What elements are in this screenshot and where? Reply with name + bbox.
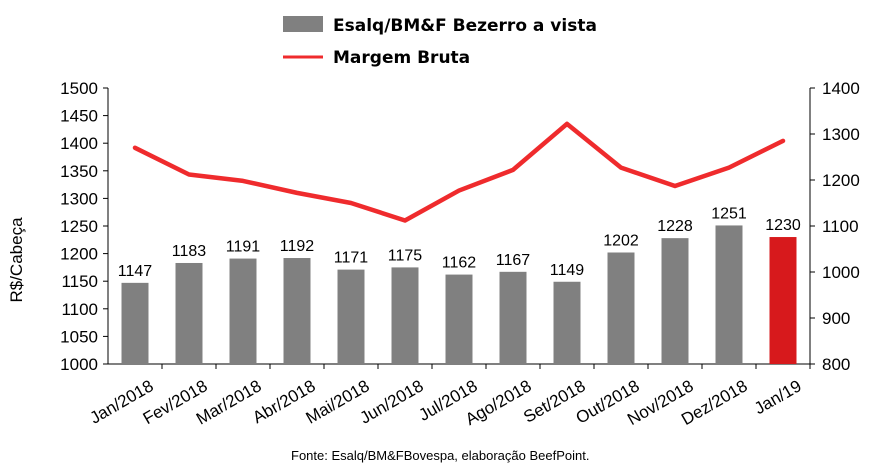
legend-bar-swatch [283, 16, 323, 32]
bar-data-label: 1251 [711, 205, 747, 222]
bar-data-labels: 1147 1183 1191 1192 1171 1175 1162 1167 1149 1202… [118, 205, 801, 279]
bar-data-label: 1183 [172, 243, 207, 260]
bar [715, 225, 743, 364]
left-tick-label: 1250 [60, 217, 98, 236]
bar [121, 282, 149, 364]
bar-data-label: 1162 [442, 255, 477, 272]
legend-bar-label: Esalq/BM&F Bezerro a vista [333, 16, 597, 36]
bar-data-label: 1228 [657, 218, 693, 235]
left-tick-label: 1100 [61, 300, 98, 319]
left-tick-label: 1350 [60, 162, 98, 181]
x-tick-label: Jan/19 [751, 376, 805, 418]
source-note: Fonte: Esalq/BM&FBovespa, elaboração Bee… [291, 448, 589, 463]
bar [661, 238, 689, 364]
bar-data-label: 1147 [118, 263, 153, 280]
bar-data-label: 1175 [388, 247, 423, 264]
x-axis-ticks: Jan/2018Fev/2018Mar/2018Abr/2018Mai/2018… [87, 364, 811, 429]
bar [229, 258, 257, 364]
right-tick-label: 1300 [822, 125, 860, 144]
left-tick-label: 1400 [60, 134, 98, 153]
bar [283, 258, 311, 364]
right-tick-label: 1000 [822, 263, 860, 282]
bar [499, 271, 527, 364]
right-tick-label: 1200 [822, 171, 860, 190]
bar-data-label: 1171 [334, 250, 369, 267]
bar-data-label: 1192 [280, 238, 315, 255]
bar [607, 252, 635, 364]
bar-data-label: 1149 [550, 262, 585, 279]
bar [391, 267, 419, 364]
bar [445, 274, 473, 364]
bar [337, 269, 365, 364]
right-tick-label: 1100 [822, 217, 859, 236]
bar-data-label: 1191 [226, 239, 261, 256]
line-series [132, 121, 786, 223]
left-tick-label: 1500 [60, 79, 98, 98]
bar [769, 237, 797, 364]
left-tick-label: 1050 [60, 327, 98, 346]
legend: Esalq/BM&F Bezerro a vista Margem Bruta [283, 16, 597, 68]
right-axis-ticks: 800 900 1000 1100 1200 1300 1400 [810, 79, 860, 374]
left-tick-label: 1200 [60, 245, 98, 264]
left-tick-label: 1000 [60, 355, 98, 374]
bar-data-label: 1230 [765, 217, 801, 234]
bar [175, 262, 203, 364]
right-tick-label: 800 [822, 355, 850, 374]
left-tick-label: 1150 [61, 272, 98, 291]
right-tick-label: 900 [822, 309, 850, 328]
bar [553, 281, 581, 364]
y-axis-title: R$/Cabeça [7, 217, 26, 303]
margem-bruta-line [132, 121, 786, 223]
legend-line-label: Margem Bruta [333, 48, 470, 68]
bar-data-label: 1202 [603, 232, 639, 249]
left-tick-label: 1450 [60, 107, 98, 126]
left-tick-label: 1300 [60, 189, 98, 208]
left-axis-ticks: 1000 1050 1100 1150 1200 1250 1300 1350 1400 1450… [60, 79, 108, 374]
right-tick-label: 1400 [822, 79, 860, 98]
bar-series [121, 225, 797, 364]
bar-data-label: 1167 [496, 252, 531, 269]
